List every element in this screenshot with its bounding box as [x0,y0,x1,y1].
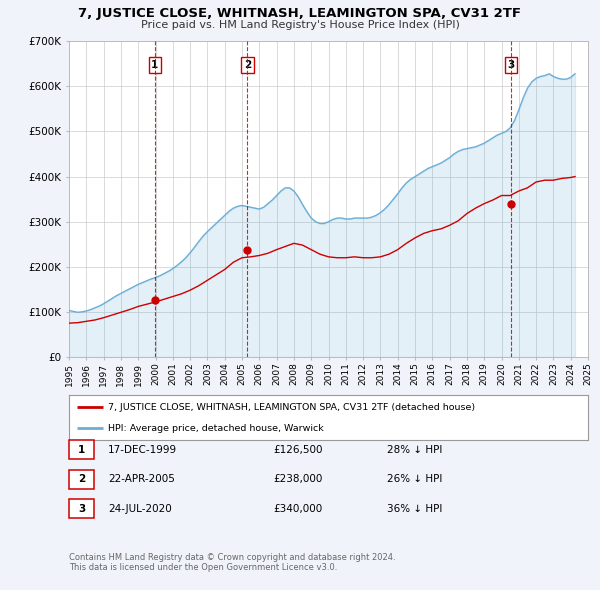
Text: 2: 2 [244,60,251,70]
Text: 7, JUSTICE CLOSE, WHITNASH, LEAMINGTON SPA, CV31 2TF: 7, JUSTICE CLOSE, WHITNASH, LEAMINGTON S… [79,7,521,20]
Text: £238,000: £238,000 [273,474,322,484]
Text: This data is licensed under the Open Government Licence v3.0.: This data is licensed under the Open Gov… [69,563,337,572]
Text: 28% ↓ HPI: 28% ↓ HPI [387,445,442,454]
Text: 26% ↓ HPI: 26% ↓ HPI [387,474,442,484]
Text: 2: 2 [78,474,85,484]
Text: 3: 3 [78,504,85,513]
Text: 17-DEC-1999: 17-DEC-1999 [108,445,177,454]
Text: 1: 1 [78,445,85,454]
Text: 1: 1 [151,60,158,70]
Text: 22-APR-2005: 22-APR-2005 [108,474,175,484]
Text: 3: 3 [508,60,515,70]
Text: £340,000: £340,000 [273,504,322,513]
Text: £126,500: £126,500 [273,445,323,454]
Text: HPI: Average price, detached house, Warwick: HPI: Average price, detached house, Warw… [108,424,323,433]
Text: Contains HM Land Registry data © Crown copyright and database right 2024.: Contains HM Land Registry data © Crown c… [69,553,395,562]
Text: 36% ↓ HPI: 36% ↓ HPI [387,504,442,513]
Text: Price paid vs. HM Land Registry's House Price Index (HPI): Price paid vs. HM Land Registry's House … [140,20,460,30]
Text: 7, JUSTICE CLOSE, WHITNASH, LEAMINGTON SPA, CV31 2TF (detached house): 7, JUSTICE CLOSE, WHITNASH, LEAMINGTON S… [108,403,475,412]
Text: 24-JUL-2020: 24-JUL-2020 [108,504,172,513]
